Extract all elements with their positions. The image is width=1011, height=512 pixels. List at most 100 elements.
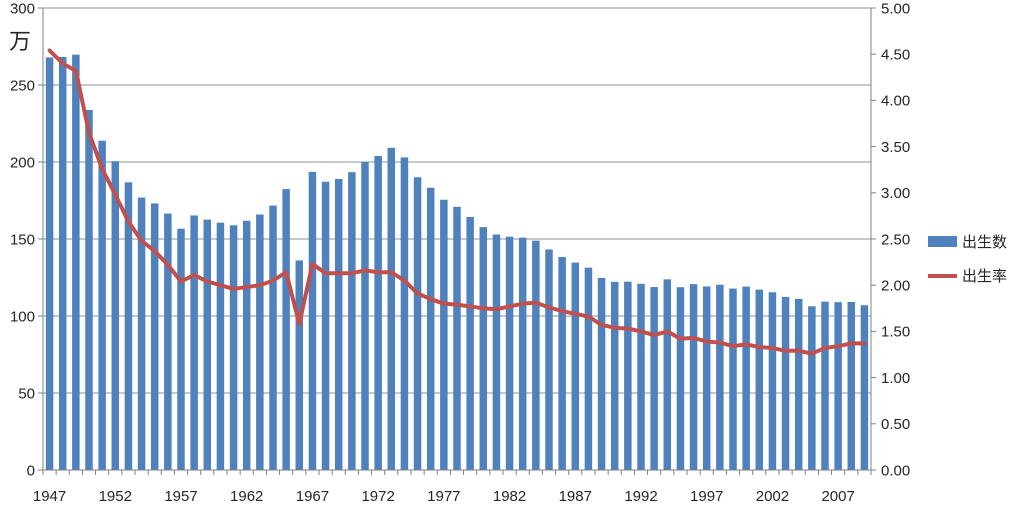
x-axis-label-1992: 1992 xyxy=(624,488,657,505)
bar-1949 xyxy=(72,54,80,471)
right-axis-tick-label: 1.00 xyxy=(881,370,910,387)
right-axis-tick-label: 4.50 xyxy=(881,46,910,63)
bar-2005 xyxy=(808,306,816,470)
bar-1954 xyxy=(137,197,146,470)
x-axis-label-1972: 1972 xyxy=(361,488,394,505)
bar-1972 xyxy=(374,155,382,470)
bar-series-swatch-icon xyxy=(928,236,957,247)
line-series-swatch-icon xyxy=(928,273,957,278)
x-axis-label-2002: 2002 xyxy=(756,488,789,505)
bar-1986 xyxy=(558,257,566,470)
bar-1959 xyxy=(203,219,212,470)
x-axis-label-1967: 1967 xyxy=(296,488,329,505)
bar-1968 xyxy=(321,181,330,470)
bar-1969 xyxy=(334,178,343,470)
legend-item-rate[interactable]: 出生率 xyxy=(928,265,1007,286)
birth-rate-line xyxy=(47,48,867,356)
bar-1992 xyxy=(637,283,645,470)
left-axis-tick-label: 150 xyxy=(10,231,35,248)
bar-1950 xyxy=(85,109,93,470)
right-axis-tick-label: 5.00 xyxy=(881,0,910,17)
bar-1971 xyxy=(361,161,369,470)
bar-1978 xyxy=(453,206,461,470)
bar-1996 xyxy=(689,284,698,470)
bar-1955 xyxy=(150,203,159,470)
bar-1948 xyxy=(58,56,67,471)
legend-label-births: 出生数 xyxy=(962,234,1008,251)
bar-1965 xyxy=(282,189,290,470)
left-axis-tick-label: 250 xyxy=(10,77,35,94)
bar-1953 xyxy=(124,182,133,470)
x-axis-label-1982: 1982 xyxy=(493,488,526,505)
bar-1988 xyxy=(584,267,593,470)
bar-2007 xyxy=(834,302,842,470)
bar-1989 xyxy=(597,277,606,470)
bar-2001 xyxy=(755,289,764,470)
bar-1975 xyxy=(413,177,422,470)
bar-1957 xyxy=(177,228,185,470)
x-axis-label-1977: 1977 xyxy=(427,488,460,505)
left-axis-tick-label: 0 xyxy=(27,462,35,479)
x-axis-label-1947: 1947 xyxy=(33,488,66,505)
legend: 出生数 出生率 xyxy=(928,231,1007,286)
bar-1979 xyxy=(466,216,474,470)
x-axis-label-1952: 1952 xyxy=(99,488,132,505)
right-axis-tick-label: 3.50 xyxy=(881,139,910,156)
bar-1956 xyxy=(164,213,172,470)
bar-1977 xyxy=(440,199,448,471)
right-axis-tick-label: 3.00 xyxy=(881,185,910,202)
bar-1966 xyxy=(295,260,304,470)
bar-2006 xyxy=(821,301,829,470)
bar-2000 xyxy=(742,286,750,470)
bar-1985 xyxy=(545,249,553,470)
bar-2002 xyxy=(768,292,777,470)
bar-1987 xyxy=(571,262,580,470)
bar-1997 xyxy=(702,286,711,470)
bar-1981 xyxy=(492,234,501,470)
right-axis-tick-label: 4.00 xyxy=(881,93,910,110)
left-axis-tick-label: 100 xyxy=(10,308,35,325)
bar-1961 xyxy=(229,225,238,470)
bar-1991 xyxy=(624,281,632,470)
bar-1973 xyxy=(387,147,396,470)
bar-1963 xyxy=(256,214,264,470)
bar-1995 xyxy=(676,287,685,470)
bar-1998 xyxy=(716,284,724,470)
bar-1983 xyxy=(518,237,527,470)
bar-1976 xyxy=(426,187,435,470)
bar-1994 xyxy=(663,279,672,470)
bar-1960 xyxy=(216,222,225,470)
x-axis-label-1962: 1962 xyxy=(230,488,263,505)
right-axis-tick-label: 1.50 xyxy=(881,324,910,341)
left-axis-tick-label: 200 xyxy=(10,154,35,171)
left-axis-tick-label: 300 xyxy=(10,0,35,17)
left-axis-tick-label: 50 xyxy=(18,385,35,402)
bar-1993 xyxy=(650,287,658,470)
legend-label-rate: 出生率 xyxy=(962,268,1008,285)
bar-1999 xyxy=(729,288,737,470)
bar-2003 xyxy=(781,296,790,470)
bar-1967 xyxy=(308,171,317,470)
bar-1982 xyxy=(505,236,514,470)
right-axis-tick-label: 2.00 xyxy=(881,277,910,294)
bar-1962 xyxy=(242,220,251,470)
bar-1990 xyxy=(610,281,619,470)
bar-1952 xyxy=(111,161,120,471)
bar-1974 xyxy=(400,157,409,470)
bar-1984 xyxy=(532,240,540,470)
x-axis-label-2007: 2007 xyxy=(821,488,854,505)
x-axis-label-1957: 1957 xyxy=(164,488,197,505)
bar-1970 xyxy=(348,172,356,470)
bar-1958 xyxy=(190,215,198,470)
bar-1980 xyxy=(479,227,488,470)
bar-2009 xyxy=(860,305,869,470)
right-axis-tick-label: 0.50 xyxy=(881,416,910,433)
x-axis-label-1987: 1987 xyxy=(559,488,592,505)
right-axis-tick-label: 0.00 xyxy=(881,462,910,479)
bar-1964 xyxy=(269,205,277,470)
bar-1951 xyxy=(98,140,106,471)
bar-1947 xyxy=(45,57,54,471)
legend-item-births[interactable]: 出生数 xyxy=(928,231,1007,252)
